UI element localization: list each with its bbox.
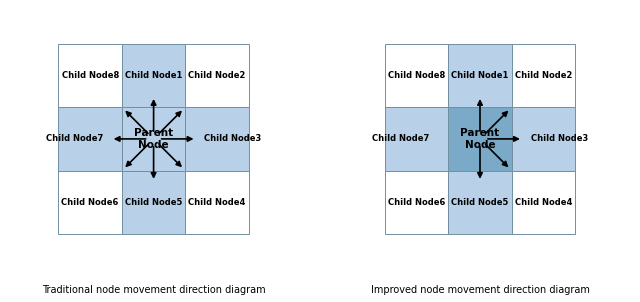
Text: Child Node3: Child Node3	[204, 134, 262, 143]
Text: Traditional node movement direction diagram: Traditional node movement direction diag…	[42, 285, 266, 295]
Text: Child Node5: Child Node5	[451, 198, 509, 207]
Text: Child Node7: Child Node7	[372, 134, 429, 143]
Text: Child Node6: Child Node6	[388, 198, 445, 207]
Bar	[385, 107, 448, 171]
Bar	[512, 171, 575, 234]
Text: Child Node8: Child Node8	[61, 71, 119, 80]
Bar	[58, 171, 122, 234]
Bar	[186, 44, 249, 107]
Bar	[512, 44, 575, 107]
Bar	[512, 107, 575, 171]
Bar	[385, 171, 448, 234]
Bar	[122, 44, 186, 107]
Bar	[448, 44, 512, 107]
Bar	[122, 107, 186, 171]
Text: Child Node2: Child Node2	[515, 71, 572, 80]
Text: Child Node2: Child Node2	[188, 71, 246, 80]
Text: Child Node4: Child Node4	[188, 198, 246, 207]
Bar	[448, 171, 512, 234]
Bar	[122, 171, 186, 234]
Text: Child Node6: Child Node6	[61, 198, 119, 207]
Bar	[58, 44, 122, 107]
Bar	[186, 107, 249, 171]
Bar	[58, 107, 122, 171]
Text: Child Node4: Child Node4	[515, 198, 572, 207]
Text: Child Node3: Child Node3	[531, 134, 588, 143]
Text: Child Node7: Child Node7	[45, 134, 103, 143]
Bar	[448, 107, 512, 171]
Text: Child Node1: Child Node1	[125, 71, 182, 80]
Text: Child Node1: Child Node1	[451, 71, 509, 80]
Text: Child Node8: Child Node8	[388, 71, 445, 80]
Text: Improved node movement direction diagram: Improved node movement direction diagram	[371, 285, 589, 295]
Text: Parent
Node: Parent Node	[460, 128, 500, 150]
Bar	[385, 44, 448, 107]
Bar	[186, 171, 249, 234]
Text: Parent
Node: Parent Node	[134, 128, 173, 150]
Text: Child Node5: Child Node5	[125, 198, 182, 207]
